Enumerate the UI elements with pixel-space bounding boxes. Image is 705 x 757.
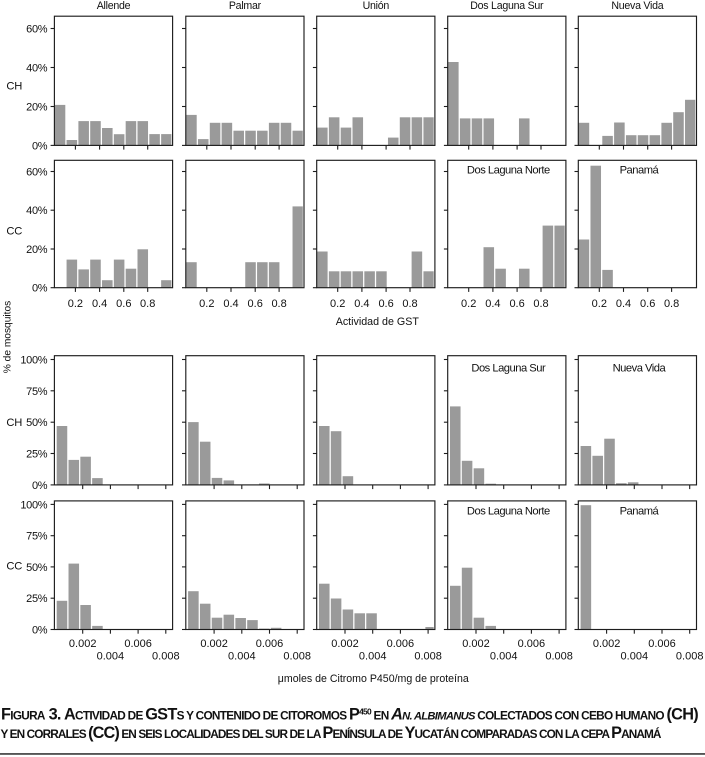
svg-text:0%: 0%	[32, 625, 48, 637]
svg-text:0.006: 0.006	[518, 638, 546, 650]
svg-text:0.4: 0.4	[92, 298, 107, 310]
svg-text:0.004: 0.004	[97, 650, 125, 662]
svg-text:Dos Laguna Sur: Dos Laguna Sur	[470, 0, 544, 12]
svg-text:75%: 75%	[26, 386, 48, 398]
svg-text:0.6: 0.6	[378, 298, 393, 310]
svg-text:Nueva Vida: Nueva Vida	[613, 362, 667, 374]
svg-text:0.002: 0.002	[593, 638, 621, 650]
svg-text:0.002: 0.002	[331, 638, 359, 650]
svg-text:Allende: Allende	[97, 0, 131, 12]
svg-text:100%: 100%	[20, 499, 47, 511]
svg-text:0.4: 0.4	[616, 298, 631, 310]
svg-text:0.004: 0.004	[621, 650, 649, 662]
svg-text:0.004: 0.004	[359, 650, 387, 662]
svg-text:0.008: 0.008	[283, 650, 311, 662]
svg-text:0.2: 0.2	[461, 298, 476, 310]
svg-text:0.4: 0.4	[223, 298, 238, 310]
svg-text:FIGURA 3. ACTIVIDAD DE GSTS Y: FIGURA 3. ACTIVIDAD DE GSTS Y CONTENIDO …	[1, 705, 698, 723]
svg-text:20%: 20%	[26, 102, 48, 114]
svg-text:50%: 50%	[26, 417, 48, 429]
svg-text:25%: 25%	[26, 449, 48, 461]
svg-text:Panamá: Panamá	[620, 164, 660, 176]
svg-text:0.008: 0.008	[545, 650, 573, 662]
svg-text:CH: CH	[6, 81, 22, 93]
svg-text:CC: CC	[6, 561, 22, 573]
svg-text:μmoles de Citromo P450/mg de p: μmoles de Citromo P450/mg de proteína	[278, 673, 469, 685]
svg-text:0.008: 0.008	[152, 650, 180, 662]
svg-text:75%: 75%	[26, 531, 48, 543]
svg-text:Palmar: Palmar	[229, 0, 262, 12]
svg-text:0.2: 0.2	[68, 298, 83, 310]
svg-text:% de mosquitos: % de mosquitos	[2, 301, 13, 373]
svg-text:0.8: 0.8	[664, 298, 679, 310]
svg-text:0.008: 0.008	[676, 650, 704, 662]
svg-text:Dos Laguna Norte: Dos Laguna Norte	[467, 164, 550, 176]
svg-text:0.006: 0.006	[124, 638, 152, 650]
svg-text:50%: 50%	[26, 562, 48, 574]
svg-text:0.6: 0.6	[116, 298, 131, 310]
svg-text:Actividad de GST: Actividad de GST	[336, 316, 420, 328]
svg-text:0%: 0%	[32, 283, 48, 295]
svg-text:60%: 60%	[26, 167, 48, 179]
svg-text:0.8: 0.8	[140, 298, 155, 310]
svg-text:0%: 0%	[32, 480, 48, 492]
svg-text:0.002: 0.002	[200, 638, 228, 650]
svg-text:40%: 40%	[26, 63, 48, 75]
svg-text:Y EN CORRALES (CC) EN SEIS LOC: Y EN CORRALES (CC) EN SEIS LOCALIDADES D…	[1, 724, 662, 742]
svg-text:60%: 60%	[26, 24, 48, 36]
svg-text:Nueva Vida: Nueva Vida	[611, 0, 663, 12]
svg-text:Unión: Unión	[363, 0, 390, 12]
svg-text:0.8: 0.8	[533, 298, 548, 310]
svg-text:0.2: 0.2	[330, 298, 345, 310]
svg-text:0.004: 0.004	[228, 650, 256, 662]
svg-text:40%: 40%	[26, 205, 48, 217]
svg-text:0.2: 0.2	[592, 298, 607, 310]
svg-text:0.004: 0.004	[490, 650, 518, 662]
svg-text:0.8: 0.8	[271, 298, 286, 310]
svg-text:0.8: 0.8	[402, 298, 417, 310]
svg-text:100%: 100%	[20, 355, 47, 367]
svg-text:0.006: 0.006	[387, 638, 415, 650]
svg-text:0.002: 0.002	[69, 638, 97, 650]
svg-text:0.006: 0.006	[648, 638, 676, 650]
svg-text:0.6: 0.6	[640, 298, 655, 310]
svg-text:25%: 25%	[26, 593, 48, 605]
svg-text:0.6: 0.6	[248, 298, 263, 310]
svg-text:0.002: 0.002	[462, 638, 490, 650]
svg-text:0.008: 0.008	[414, 650, 442, 662]
svg-text:Dos Laguna Sur: Dos Laguna Sur	[471, 362, 546, 374]
svg-text:0.006: 0.006	[256, 638, 284, 650]
svg-text:CC: CC	[6, 225, 22, 237]
svg-text:Panamá: Panamá	[620, 506, 660, 518]
svg-text:0.2: 0.2	[199, 298, 214, 310]
svg-text:CH: CH	[6, 417, 22, 429]
svg-text:0.4: 0.4	[485, 298, 500, 310]
svg-text:0%: 0%	[32, 140, 48, 152]
svg-text:20%: 20%	[26, 244, 48, 256]
svg-text:Dos Laguna Norte: Dos Laguna Norte	[467, 506, 550, 518]
svg-text:0.6: 0.6	[509, 298, 524, 310]
svg-text:0.4: 0.4	[354, 298, 369, 310]
